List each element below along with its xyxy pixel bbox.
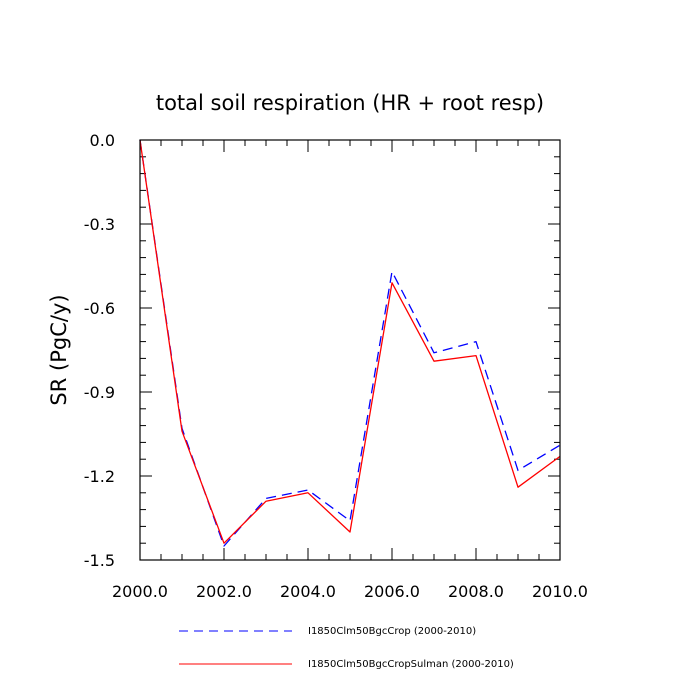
x-tick-label: 2010.0 <box>532 582 588 601</box>
x-tick-label: 2002.0 <box>196 582 252 601</box>
chart-title: total soil respiration (HR + root resp) <box>156 91 544 115</box>
y-tick-label: -0.6 <box>84 299 115 318</box>
y-axis-label: SR (PgC/y) <box>47 294 71 405</box>
series-line-0 <box>139 139 561 547</box>
legend-label-crop-sulman: I1850Clm50BgcCropSulman (2000-2010) <box>308 659 514 670</box>
y-tick-label: 0.0 <box>90 131 115 150</box>
series-lines <box>139 139 561 547</box>
x-tick-label: 2006.0 <box>364 582 420 601</box>
y-tick-label: -0.9 <box>84 383 115 402</box>
x-tick-label: 2004.0 <box>280 582 336 601</box>
y-tick-label: -0.3 <box>84 215 115 234</box>
plot-frame <box>139 139 561 561</box>
series-line-1 <box>139 139 561 544</box>
axis-ticks: 2000.0 2002.0 2004.0 2006.0 2008.0 2010.0 0.0 -… <box>84 131 588 601</box>
y-tick-label: -1.2 <box>84 467 115 486</box>
x-tick-label: 2000.0 <box>112 582 168 601</box>
y-tick-label: -1.5 <box>84 551 115 570</box>
x-tick-label: 2008.0 <box>448 582 504 601</box>
legend-label-crop: I1850Clm50BgcCrop (2000-2010) <box>308 626 476 637</box>
legend: I1850Clm50BgcCrop (2000-2010) I1850Clm50… <box>179 626 514 670</box>
